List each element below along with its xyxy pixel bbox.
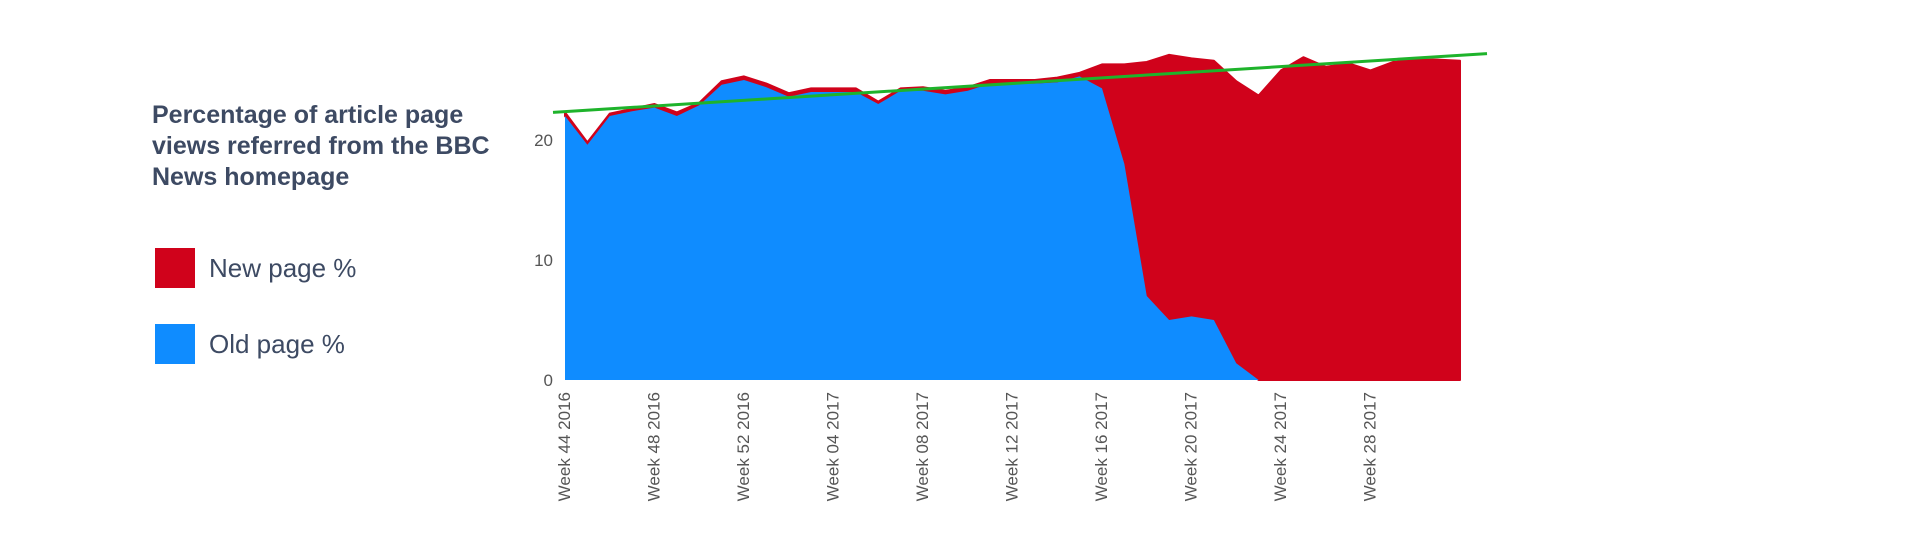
y-tick-label: 20 bbox=[534, 131, 553, 150]
legend-label-old-page: Old page % bbox=[209, 328, 345, 359]
x-tick-label: Week 52 2016 bbox=[734, 392, 753, 501]
x-axis: Week 44 2016 Week 48 2016 Week 52 2016 Week… bbox=[555, 392, 1380, 501]
chart-title: Percentage of article page views referre… bbox=[152, 101, 490, 191]
area-old-page bbox=[565, 76, 1460, 381]
x-tick-label: Week 12 2017 bbox=[1003, 392, 1022, 501]
x-tick-label: Week 04 2017 bbox=[824, 392, 843, 501]
y-tick-label: 10 bbox=[534, 251, 553, 270]
legend-swatch-new-page bbox=[155, 248, 195, 288]
x-tick-label: Week 20 2017 bbox=[1182, 392, 1201, 501]
legend-label-new-page: New page % bbox=[209, 252, 357, 283]
x-tick-label: Week 28 2017 bbox=[1361, 392, 1380, 501]
trend-line-group bbox=[552, 52, 1488, 114]
legend-swatch-old-page bbox=[155, 324, 195, 364]
x-tick-label: Week 44 2016 bbox=[555, 392, 574, 501]
y-axis: 0 10 20 bbox=[534, 131, 553, 390]
legend-item-new-page: New page % bbox=[155, 248, 356, 288]
trend-line bbox=[552, 52, 1488, 114]
x-tick-label: Week 48 2016 bbox=[645, 392, 664, 501]
x-tick-label: Week 24 2017 bbox=[1271, 392, 1290, 501]
y-tick-label: 0 bbox=[544, 371, 553, 390]
chart-areas bbox=[564, 53, 1461, 381]
legend-item-old-page: Old page % bbox=[155, 324, 345, 364]
x-tick-label: Week 08 2017 bbox=[913, 392, 932, 501]
x-tick-label: Week 16 2017 bbox=[1092, 392, 1111, 501]
